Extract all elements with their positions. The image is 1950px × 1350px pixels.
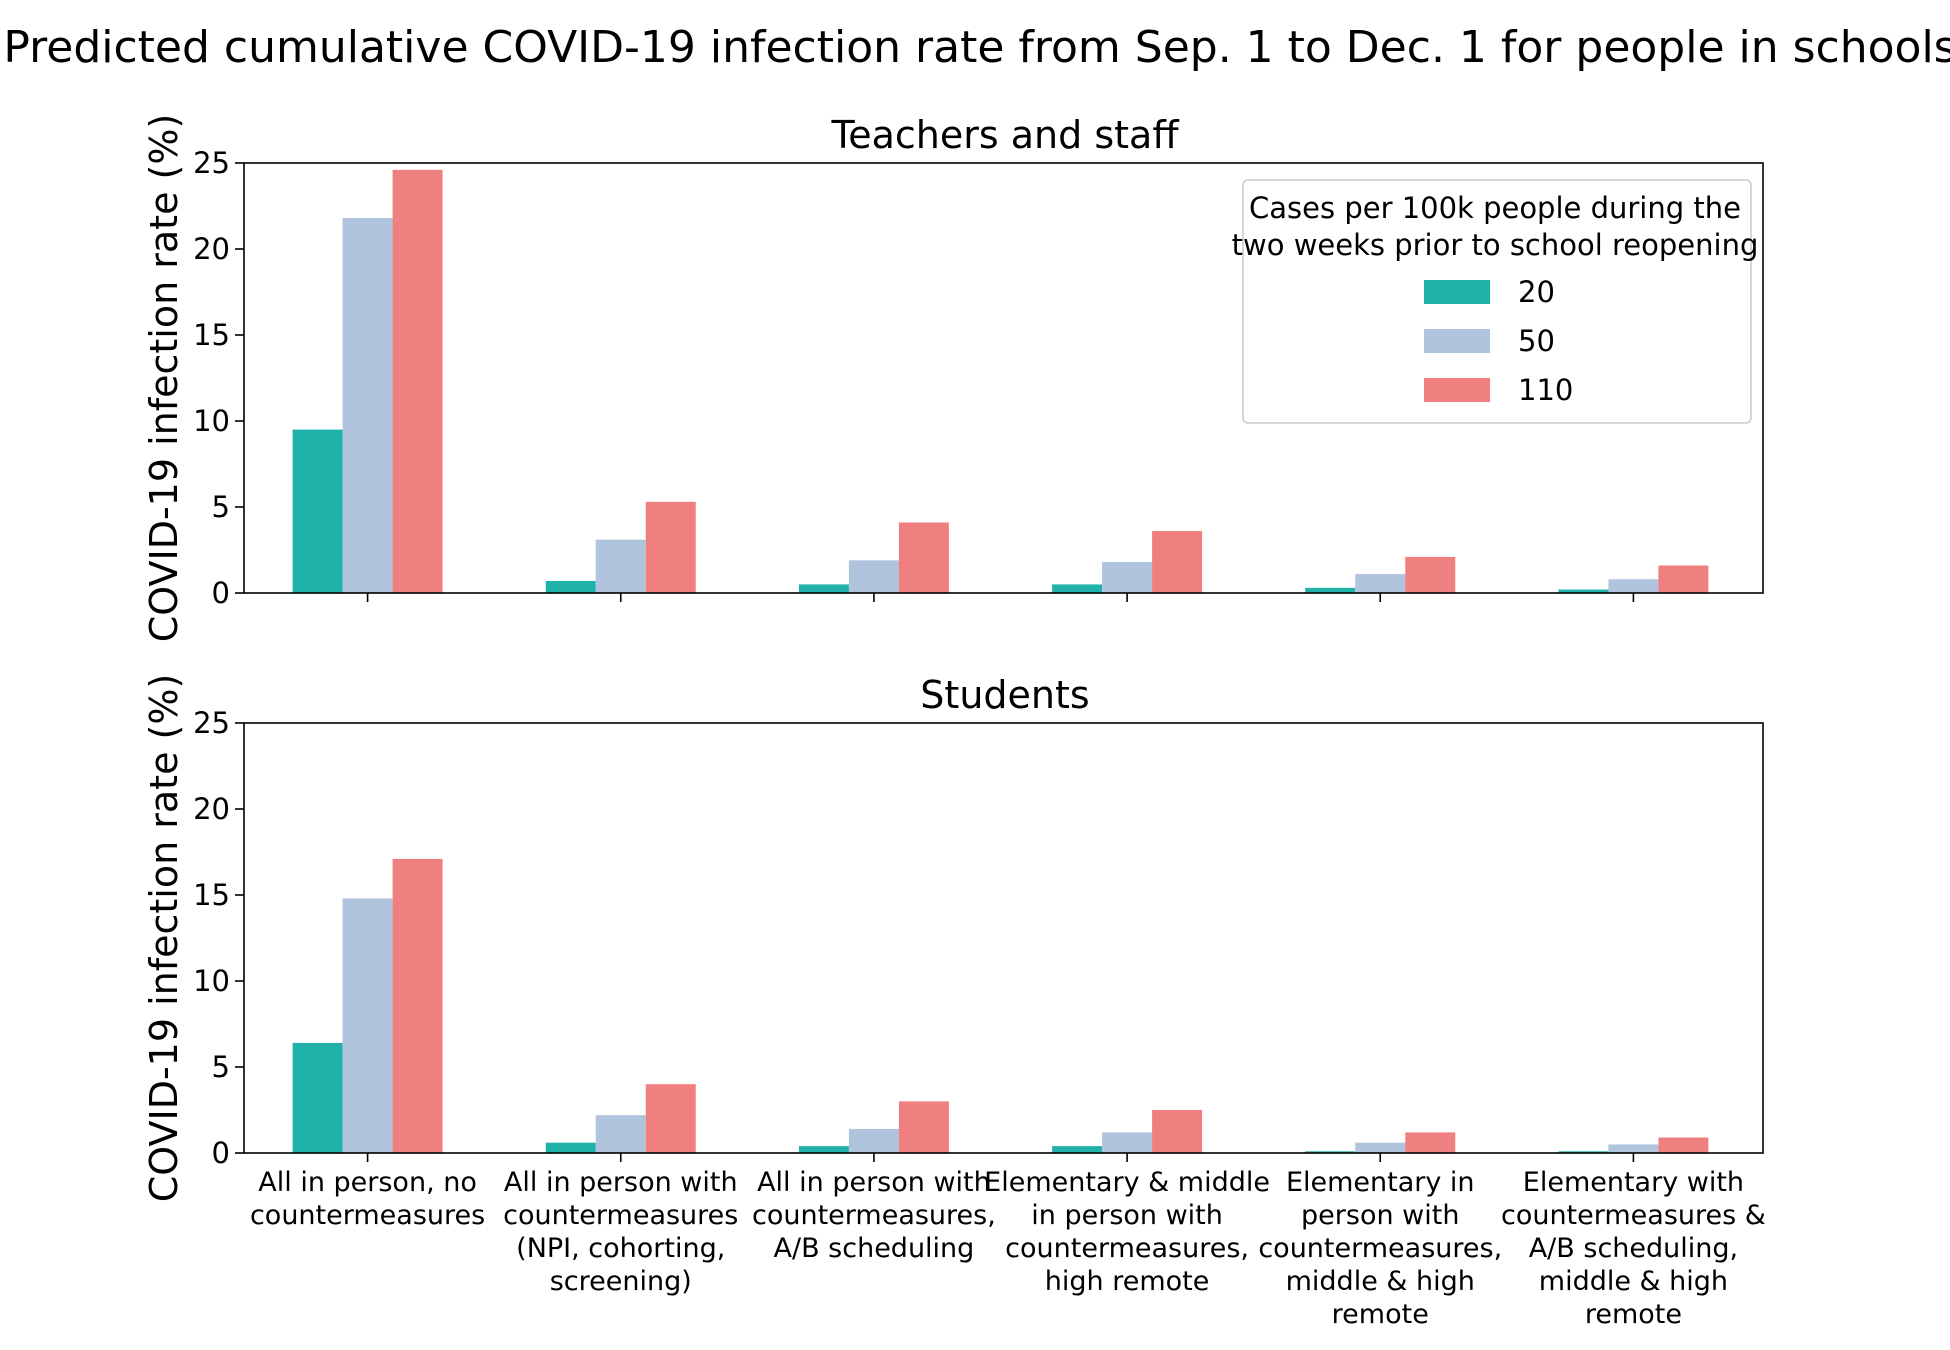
bar-teachers-and-staff-series-20-cat-6 [1558,589,1609,593]
x-tick-label-5: Elementary in person with countermeasures,… [1258,1167,1502,1330]
bar-students-series-50-cat-2 [595,1115,646,1153]
plot-area-students: 0 5 10 15 20 25 All in person, no countermeasur… [193,706,1766,1330]
legend: Cases per 100k people during the two week… [1232,179,1759,424]
bar-students-series-50-cat-6 [1608,1144,1659,1153]
y-tick-label-teachers-and-staff-25: 25 [193,146,230,180]
x-tick-label-1: All in person, no countermeasures [250,1167,485,1231]
bar-students-series-110-cat-4 [1152,1110,1203,1153]
y-tick-label-teachers-and-staff-0: 0 [212,576,230,610]
bar-teachers-and-staff-series-50-cat-5 [1355,574,1406,593]
chart-title: Predicted cumulative COVID-19 infection … [3,22,1950,73]
x-tick-label-2: All in person with countermeasures (NPI, c… [503,1167,738,1297]
bar-teachers-and-staff-series-50-cat-4 [1102,562,1153,593]
bar-teachers-and-staff-series-50-cat-3 [848,560,899,593]
bar-students-series-50-cat-5 [1355,1142,1406,1153]
bar-students-series-110-cat-6 [1658,1137,1709,1153]
y-tick-label-students-0: 0 [212,1136,230,1170]
bar-teachers-and-staff-series-110-cat-3 [898,522,949,593]
plot-area-teachers-staff: 0 5 10 15 20 25 Cases per 100k people during t… [193,146,1764,610]
y-tick-label-students-5: 5 [212,1050,230,1084]
legend-swatch-50 [1424,329,1490,353]
bar-students-series-110-cat-2 [645,1084,696,1153]
bar-teachers-and-staff-series-20-cat-2 [545,580,596,593]
bar-teachers-and-staff-series-110-cat-4 [1152,531,1203,593]
legend-label-50: 50 [1518,324,1555,358]
y-tick-label-students-20: 20 [193,792,230,826]
bar-students-series-110-cat-1 [392,858,443,1153]
y-tick-label-teachers-and-staff-5: 5 [212,490,230,524]
y-tick-label-students-25: 25 [193,706,230,740]
bar-students-series-20-cat-6 [1558,1151,1609,1153]
bar-teachers-and-staff-series-50-cat-2 [595,539,646,593]
bar-teachers-and-staff-series-20-cat-4 [1052,584,1103,593]
x-tick-label-3: All in person with countermeasures, A/B sc… [752,1167,996,1264]
panel-students: Students COVID-19 infection rate (%) 0 5 1… [142,673,1766,1330]
y-tick-label-teachers-and-staff-15: 15 [193,318,230,352]
axes-frame-teachers-and-staff [243,162,1764,594]
panel-title-teachers-staff: Teachers and staff [830,113,1179,157]
bar-teachers-and-staff-series-50-cat-6 [1608,579,1659,593]
bar-teachers-and-staff-series-20-cat-5 [1305,587,1356,593]
axes-frame-students [243,722,1764,1154]
bar-students-series-20-cat-1 [292,1042,343,1153]
x-tick-label-6: Elementary with countermeasures & A/B sche… [1501,1167,1766,1330]
legend-label-20: 20 [1518,275,1555,309]
bar-students-series-50-cat-3 [848,1128,899,1153]
y-tick-label-students-15: 15 [193,878,230,912]
legend-box [1242,179,1752,424]
x-tick-label-4: Elementary & middle in person with counter… [984,1167,1270,1297]
bar-students-series-20-cat-5 [1305,1151,1356,1153]
bar-teachers-and-staff-series-50-cat-1 [342,218,393,594]
bar-students-series-20-cat-2 [545,1142,596,1153]
bar-students-series-110-cat-3 [898,1101,949,1153]
y-axis-label-students: COVID-19 infection rate (%) [142,674,186,1203]
bar-teachers-and-staff-series-20-cat-1 [292,429,343,593]
bar-students-series-110-cat-5 [1405,1132,1456,1153]
bar-teachers-and-staff-series-110-cat-6 [1658,565,1709,593]
y-axis-label-teachers-staff: COVID-19 infection rate (%) [142,114,186,643]
y-tick-label-teachers-and-staff-20: 20 [193,232,230,266]
bar-students-series-20-cat-4 [1052,1146,1103,1153]
legend-swatch-110 [1424,378,1490,402]
bar-students-series-50-cat-1 [342,898,393,1153]
bar-teachers-and-staff-series-110-cat-1 [392,169,443,593]
bar-teachers-and-staff-series-20-cat-3 [798,584,849,593]
y-tick-label-students-10: 10 [193,964,230,998]
bar-students-series-50-cat-4 [1102,1132,1153,1153]
legend-swatch-20 [1424,280,1490,304]
legend-label-110: 110 [1518,373,1573,407]
panel-title-students: Students [920,673,1089,717]
bar-teachers-and-staff-series-110-cat-5 [1405,556,1456,593]
bar-teachers-and-staff-series-110-cat-2 [645,501,696,593]
y-tick-label-teachers-and-staff-10: 10 [193,404,230,438]
bar-students-series-20-cat-3 [798,1146,849,1153]
legend-title: Cases per 100k people during the two week… [1232,191,1759,262]
panel-teachers-staff: Teachers and staff COVID-19 infection ra… [142,113,1764,643]
